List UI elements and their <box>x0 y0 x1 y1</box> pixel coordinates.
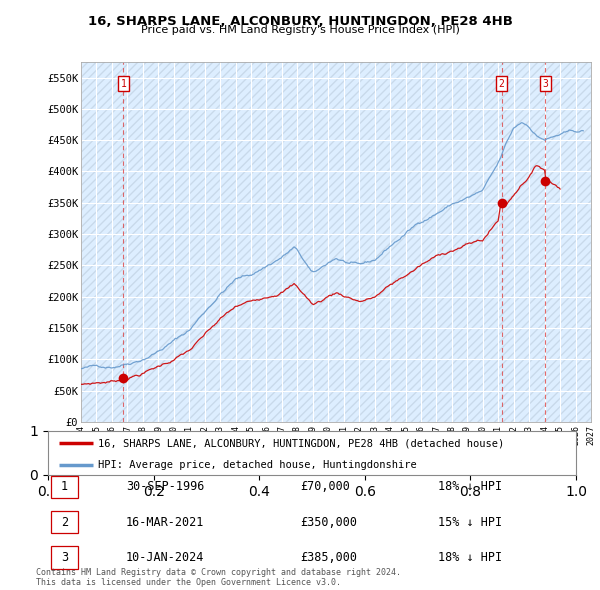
Text: 2: 2 <box>499 79 505 89</box>
Text: 1: 1 <box>61 480 68 493</box>
Text: Price paid vs. HM Land Registry's House Price Index (HPI): Price paid vs. HM Land Registry's House … <box>140 25 460 35</box>
Text: 1: 1 <box>121 79 127 89</box>
Text: 15% ↓ HPI: 15% ↓ HPI <box>438 516 502 529</box>
Text: 18% ↓ HPI: 18% ↓ HPI <box>438 551 502 564</box>
Text: £385,000: £385,000 <box>300 551 357 564</box>
Bar <box>81 62 591 422</box>
Text: 16, SHARPS LANE, ALCONBURY, HUNTINGDON, PE28 4HB: 16, SHARPS LANE, ALCONBURY, HUNTINGDON, … <box>88 15 512 28</box>
Text: 3: 3 <box>61 551 68 564</box>
Text: 16, SHARPS LANE, ALCONBURY, HUNTINGDON, PE28 4HB (detached house): 16, SHARPS LANE, ALCONBURY, HUNTINGDON, … <box>98 438 505 448</box>
Text: £350,000: £350,000 <box>300 516 357 529</box>
Text: 30-SEP-1996: 30-SEP-1996 <box>126 480 205 493</box>
Text: HPI: Average price, detached house, Huntingdonshire: HPI: Average price, detached house, Hunt… <box>98 460 417 470</box>
Text: £70,000: £70,000 <box>300 480 350 493</box>
Text: 18% ↓ HPI: 18% ↓ HPI <box>438 480 502 493</box>
Text: Contains HM Land Registry data © Crown copyright and database right 2024.
This d: Contains HM Land Registry data © Crown c… <box>36 568 401 587</box>
Text: 3: 3 <box>542 79 548 89</box>
Text: 10-JAN-2024: 10-JAN-2024 <box>126 551 205 564</box>
Text: 2: 2 <box>61 516 68 529</box>
Text: 16-MAR-2021: 16-MAR-2021 <box>126 516 205 529</box>
